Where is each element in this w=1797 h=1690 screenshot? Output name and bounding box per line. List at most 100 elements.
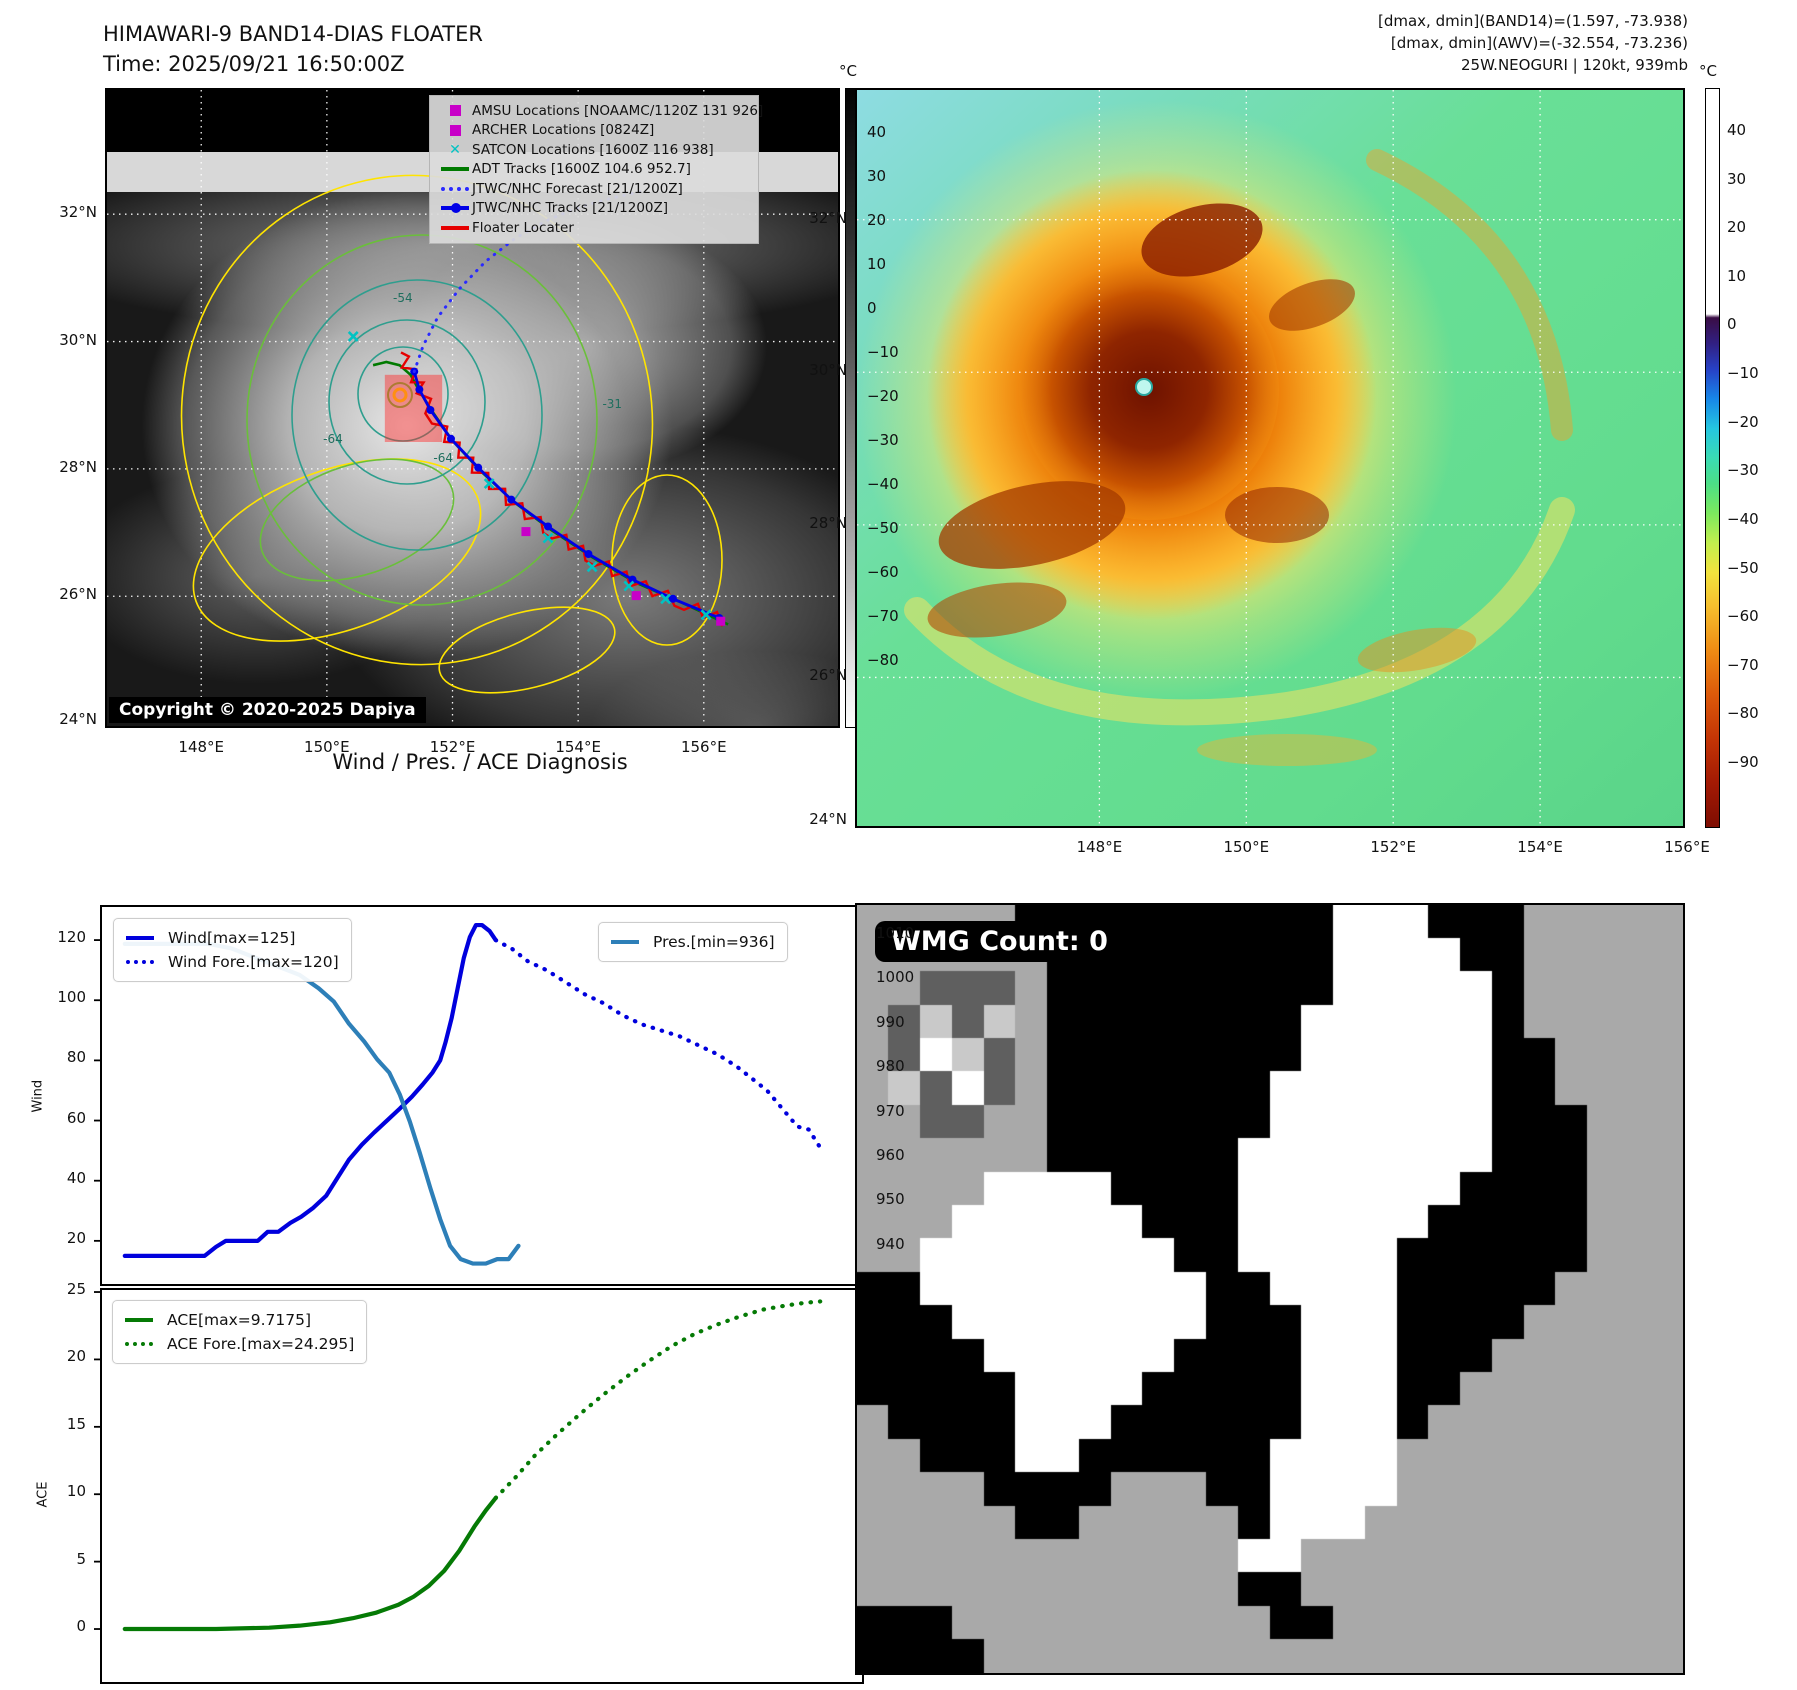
copyright-label: Copyright © 2020-2025 Dapiya [109, 697, 426, 723]
pressure-legend: Pres.[min=936] [598, 922, 788, 962]
lon-tick-label: 152°E [429, 738, 476, 756]
y-tick-label: 40 [66, 1168, 86, 1187]
ir-colorbar-tick: −90 [1727, 753, 1759, 771]
legend-item-label: Wind[max=125] [168, 929, 296, 947]
contour-label: -64 [433, 451, 454, 465]
lon-tick-label: 154°E [555, 738, 601, 756]
lat-tick-label: 24°N [59, 710, 97, 728]
satcon-location-marker [623, 580, 635, 592]
line-icon [125, 1318, 167, 1322]
lon-tick-label: 156°E [1664, 838, 1710, 856]
ir-colorbar-tick: −20 [1727, 412, 1759, 431]
legend-item-label: JTWC/NHC Tracks [21/1200Z] [472, 200, 669, 217]
jtwc-track-point [426, 406, 435, 414]
legend-item: ADT Tracks [1600Z 104.6 952.7] [438, 160, 750, 180]
band14-colorbar-tick: −20 [867, 387, 899, 405]
jtwc-track-point [544, 522, 552, 531]
jtwc-track-point [446, 434, 455, 443]
lon-tick-label: 156°E [680, 738, 727, 756]
y-tick-label: 5 [76, 1549, 86, 1568]
y2-tick-label: 1000 [876, 968, 915, 987]
legend-item: ACE[max=9.7175] [125, 1308, 354, 1332]
series-wind [122, 922, 498, 1258]
ir-colorbar-tick: 20 [1727, 218, 1747, 237]
y-tick-label: 0 [76, 1617, 86, 1636]
timestamp-label: Time: 2025/09/21 16:50:00Z [103, 52, 405, 76]
lat-tick-label: 32°N [809, 208, 847, 227]
lon-tick-label: 150°E [304, 738, 350, 756]
ir-colorbar-tick: −50 [1727, 558, 1759, 577]
ir-enhanced-satellite-map [855, 88, 1685, 828]
diagnosis-title: Wind / Pres. / ACE Diagnosis [332, 750, 628, 774]
lat-tick-label: 28°N [59, 457, 97, 476]
line-icon [126, 936, 168, 940]
y2-tick-label: 1010 [876, 923, 915, 942]
y-tick-label: 60 [66, 1108, 86, 1127]
band14-map-overlay [107, 90, 838, 726]
band14-colorbar-tick: −80 [867, 651, 899, 669]
ir-colorbar-tick: 10 [1727, 266, 1747, 285]
ir-map-art [857, 90, 1683, 826]
lat-tick-label: 32°N [59, 203, 97, 222]
jtwc-track-line [412, 371, 720, 620]
band14-colorbar-tick: 40 [867, 123, 887, 141]
dotted-line-icon [125, 1342, 167, 1346]
y-tick-label: 80 [66, 1048, 86, 1067]
legend-item: Wind[max=125] [126, 926, 339, 950]
lat-tick-label: 28°N [809, 513, 847, 532]
ir-colorbar-tick: 0 [1727, 315, 1737, 334]
legend-item: AMSU Locations [NOAAMC/1120Z 131 926] [438, 101, 763, 121]
floater-locater-line [399, 351, 724, 627]
band14-colorbar-tick: 0 [867, 299, 877, 317]
legend-item-label: SATCON Locations [1600Z 116 938] [472, 141, 714, 158]
y2-tick-label: 980 [876, 1057, 905, 1076]
lat-tick-label: 24°N [809, 810, 847, 828]
jtwc-track-point [507, 495, 516, 504]
y-tick-label: 20 [66, 1228, 86, 1247]
legend-item: JTWC/NHC Forecast [21/1200Z] [438, 179, 750, 199]
ir-colorbar-tick: 40 [1727, 121, 1747, 139]
ir-colorbar-title: °C [1699, 62, 1717, 80]
dmax-dmin-awv: [dmax, dmin](AWV)=(-32.554, -73.236) [1390, 34, 1688, 52]
ir-colorbar-tick: −60 [1727, 607, 1759, 626]
band14-colorbar-tick: 20 [867, 211, 887, 229]
legend-item-label: ARCHER Locations [0824Z] [472, 122, 655, 139]
legend-item-label: ACE Fore.[max=24.295] [167, 1335, 355, 1353]
lon-tick-label: 154°E [1517, 838, 1563, 856]
y-tick-label: 10 [66, 1482, 86, 1501]
jtwc-track-point [628, 575, 637, 584]
band14-colorbar-tick: 10 [867, 255, 887, 273]
dotted-line-icon [126, 960, 168, 964]
band14-colorbar-tick: −40 [867, 475, 899, 493]
wmg-mask-image [857, 905, 1683, 1673]
y2-tick-label: 960 [876, 1146, 905, 1164]
contour-label: -54 [393, 291, 413, 305]
lon-tick-label: 150°E [1223, 838, 1270, 856]
ir-colorbar-tick: −40 [1727, 509, 1759, 528]
legend-item: ACE Fore.[max=24.295] [125, 1332, 354, 1356]
square-marker-icon [438, 105, 472, 117]
wind-axis-label: Wind [30, 1079, 46, 1113]
wmg-count-badge: WMG Count: 0 [875, 921, 1124, 962]
y-tick-label: 100 [57, 988, 86, 1007]
jtwc-track-point [668, 594, 677, 603]
band14-colorbar-tick: −60 [867, 563, 899, 581]
lon-tick-label: 152°E [1370, 838, 1416, 856]
band14-satellite-map: AMSU Locations [NOAAMC/1120Z 131 926] ARC… [105, 88, 840, 728]
satcon-location-marker [542, 532, 554, 544]
legend-item: Wind Fore.[max=120] [126, 950, 339, 974]
legend-item: ARCHER Locations [0824Z] [438, 121, 750, 141]
ir-colorbar-tick: −70 [1727, 655, 1759, 674]
ir-colorbar-tick: 30 [1727, 169, 1747, 188]
ace-legend: ACE[max=9.7175] ACE Fore.[max=24.295] [112, 1300, 368, 1364]
legend-item: ✕ SATCON Locations [1600Z 116 938] [438, 140, 750, 160]
contour-label: -64 [323, 431, 343, 446]
ir-colorbar-tick: −10 [1727, 364, 1759, 383]
wind-legend: Wind[max=125] Wind Fore.[max=120] [113, 918, 352, 982]
legend-item-label: ACE[max=9.7175] [167, 1311, 312, 1329]
y-tick-label: 120 [57, 928, 86, 947]
band14-colorbar-tick: 30 [867, 167, 887, 185]
satcon-location-marker [700, 609, 712, 621]
satcon-location-marker [660, 593, 672, 605]
temperature-contours [180, 174, 723, 694]
